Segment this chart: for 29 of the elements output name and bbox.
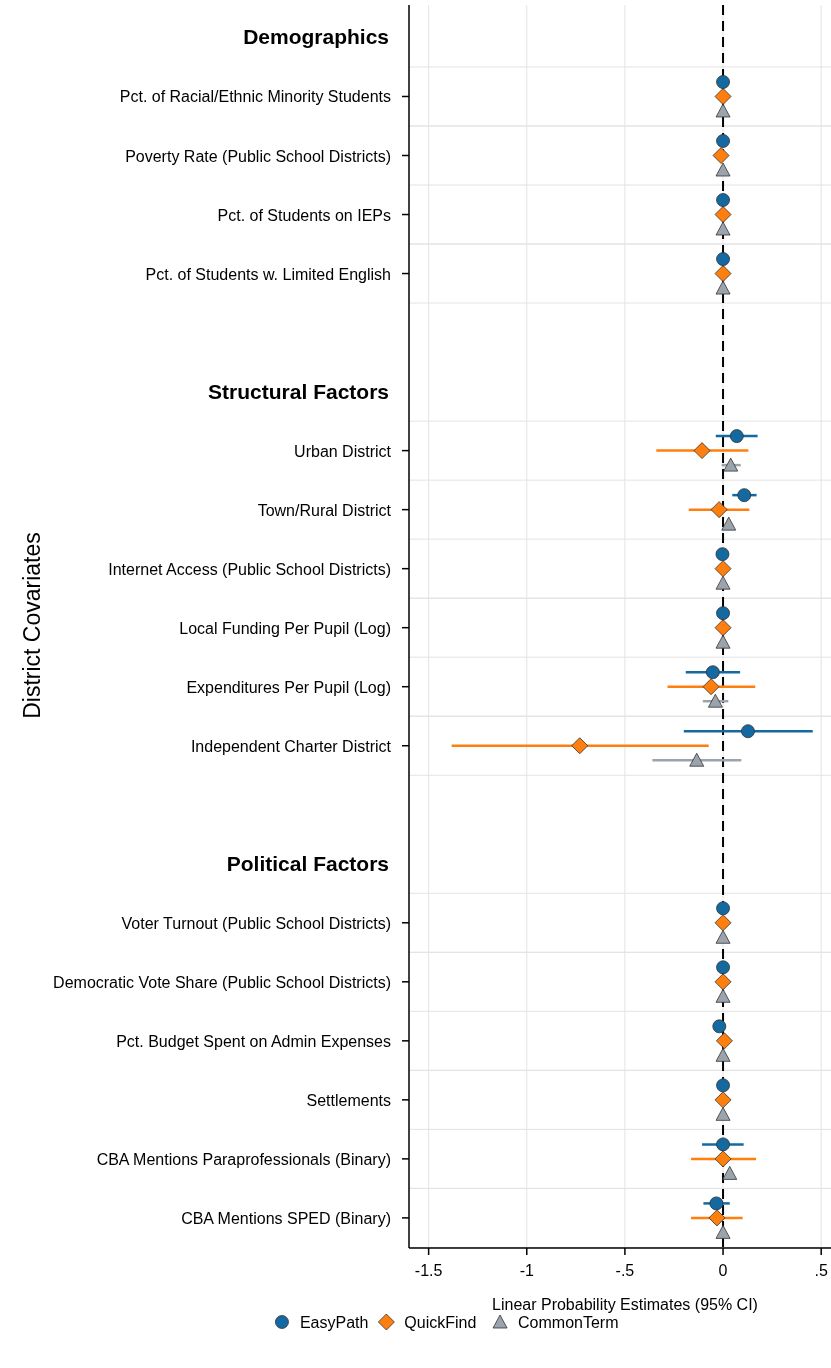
x-tick-label: .5: [814, 1262, 828, 1279]
y-tick-label: Town/Rural District: [257, 501, 392, 519]
y-tick-label: Internet Access (Public School Districts): [108, 560, 391, 578]
y-tick-label: Pct. of Racial/Ethnic Minority Students: [119, 88, 391, 106]
y-tick-label: Local Funding Per Pupil (Log): [179, 619, 391, 637]
y-tick-label: Independent Charter District: [190, 737, 392, 755]
x-tick-label: 0: [718, 1262, 728, 1279]
y-tick-label: Democratic Vote Share (Public School Districts): [53, 973, 391, 991]
y-tick-label: Settlements: [306, 1091, 391, 1109]
y-tick-label: CBA Mentions Paraprofessionals (Binary): [96, 1150, 391, 1168]
y-tick-label: Pct. Budget Spent on Admin Expenses: [116, 1032, 391, 1050]
y-tick-label: Poverty Rate (Public School Districts): [125, 147, 391, 165]
y-tick-label: Structural Factors: [208, 379, 389, 403]
x-axis-title: Linear Probability Estimates (95% CI): [492, 1296, 758, 1313]
x-tick-label: -1.5: [414, 1262, 443, 1279]
legend-label: CommonTerm: [518, 1314, 619, 1331]
legend-label: QuickFind: [404, 1314, 477, 1331]
y-tick-label: Urban District: [294, 442, 392, 460]
y-tick-label: Voter Turnout (Public School Districts): [121, 914, 391, 932]
y-tick-label: Pct. of Students w. Limited English: [145, 265, 391, 283]
y-tick-label: CBA Mentions SPED (Binary): [181, 1209, 391, 1227]
x-tick-label: -.5: [615, 1262, 635, 1279]
legend-label: EasyPath: [299, 1314, 369, 1331]
y-tick-label: Political Factors: [226, 851, 389, 875]
y-tick-label: Expenditures Per Pupil (Log): [186, 678, 391, 696]
y-tick-label: Pct. of Students on IEPs: [217, 206, 391, 224]
x-tick-label: -1: [519, 1262, 534, 1279]
y-axis-title: District Covariates: [19, 532, 45, 719]
y-tick-label: Demographics: [243, 25, 389, 49]
